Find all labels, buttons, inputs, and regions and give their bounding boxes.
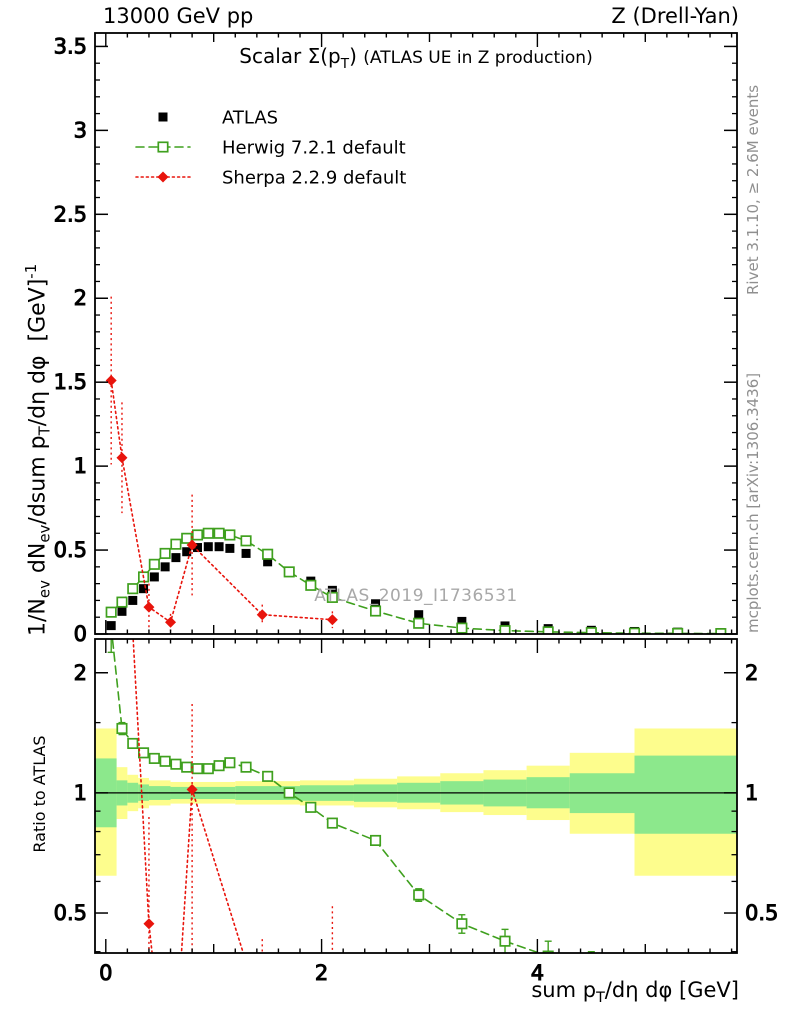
svg-text:1: 1 [745,781,758,805]
series-main-herwig [105,527,727,634]
svg-text:0.5: 0.5 [54,901,87,925]
series-ratio-herwig [107,639,595,953]
svg-text:2: 2 [745,661,758,685]
svg-text:Herwig 7.2.1 default: Herwig 7.2.1 default [222,138,406,159]
svg-text:1.5: 1.5 [54,370,87,394]
series-ratio-sherpa [132,639,334,953]
svg-text:3.5: 3.5 [54,34,87,58]
series-main-sherpa [105,296,338,631]
svg-text:2: 2 [74,286,87,310]
analysis-id-watermark: ATLAS_2019_I1736531 [314,586,518,606]
y-axis-label: 1/Nev dNev/dsum pT/dη dφ [GeV]-1 [22,263,54,636]
svg-text:1: 1 [74,454,87,478]
ratio-y-axis-label: Ratio to ATLAS [30,735,49,853]
legend-item-sherpa: Sherpa 2.2.9 default [135,168,406,189]
ratio-error-bands [95,728,737,876]
svg-text:ATLAS: ATLAS [222,108,278,129]
axis-ticks: 0 0.5 1 1.5 2 2.5 3 3.5 0.5 0.5 1 1 2 2 0 2 4 [53,33,779,986]
x-axis-label: sum pT/dη dφ [GeV] [531,978,739,1007]
svg-text:2: 2 [315,961,328,985]
svg-text:0: 0 [74,622,87,646]
ratio-panel-frame [94,638,738,954]
svg-text:0.5: 0.5 [745,901,778,925]
svg-text:2.5: 2.5 [54,202,87,226]
svg-text:Sherpa 2.2.9 default: Sherpa 2.2.9 default [222,168,406,189]
rivet-version-credit: Rivet 3.1.10, ≥ 2.6M events [744,84,762,295]
mcplots-arxiv-credit: mcplots.cern.ch [arXiv:1306.3436] [744,372,762,633]
svg-text:0: 0 [99,961,112,985]
beam-energy-label: 13000 GeV pp [103,4,254,28]
svg-text:0.5: 0.5 [54,538,87,562]
svg-text:3: 3 [74,118,87,142]
main-panel-frame [94,32,738,635]
process-label: Z (Drell-Yan) [611,4,739,28]
svg-text:4: 4 [531,961,544,985]
svg-text:2: 2 [74,661,87,685]
svg-text:1: 1 [74,781,87,805]
legend-item-herwig: Herwig 7.2.1 default [135,138,406,159]
legend-item-atlas: ATLAS [158,108,278,129]
plot-title: Scalar Σ(pT) (ATLAS UE in Z production) [239,44,593,72]
legend: ATLAS Herwig 7.2.1 default Sherpa 2.2.9 de… [135,108,406,189]
